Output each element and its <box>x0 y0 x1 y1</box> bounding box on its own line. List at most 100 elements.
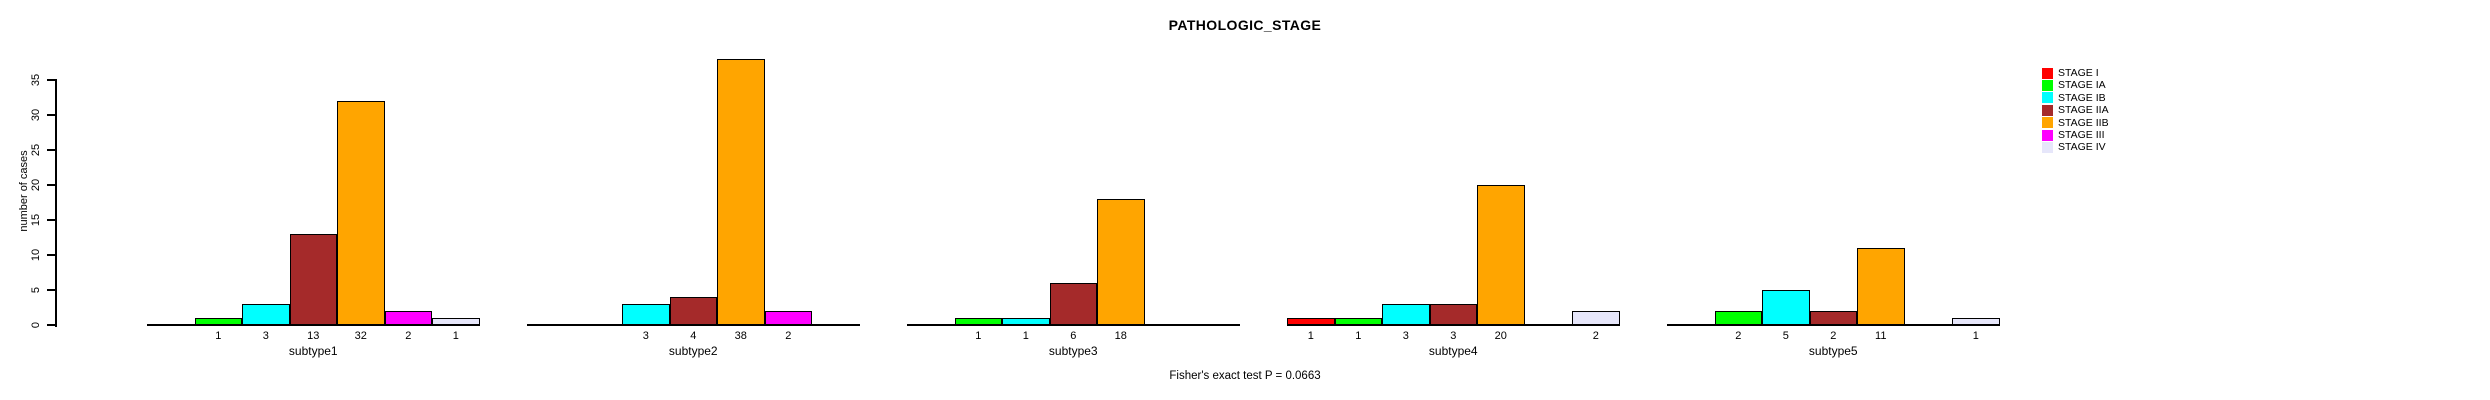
bar-stage-ib-subtype5 <box>1762 290 1810 325</box>
y-tick-label: 0 <box>30 321 42 329</box>
legend-label: STAGE IIA <box>2058 104 2109 117</box>
bar-value-label: 1 <box>1022 330 1029 342</box>
bar-stage-iv-subtype1 <box>432 318 480 325</box>
bar-group-subtype2: 3 4 38 2 subtype2 <box>527 0 860 400</box>
y-tick-label: 35 <box>30 73 42 87</box>
bar-value-label: 18 <box>1114 330 1127 342</box>
bar-value-label: 1 <box>1972 330 1979 342</box>
y-tick <box>47 79 55 81</box>
bar-value-label: 3 <box>262 330 269 342</box>
x-baseline <box>1287 324 1620 326</box>
bar-group-subtype3: 1 1 6 18 subtype3 <box>907 0 1240 400</box>
bar-stage-iia-subtype1 <box>289 234 337 325</box>
category-label-subtype4: subtype4 <box>1428 344 1478 358</box>
bar-value-label: 20 <box>1494 330 1507 342</box>
bar-group-subtype4: 1 1 3 3 20 2 subtype4 <box>1287 0 1620 400</box>
category-label-subtype1: subtype1 <box>288 344 338 358</box>
category-label-subtype5: subtype5 <box>1808 344 1858 358</box>
legend-label: STAGE IA <box>2058 79 2106 92</box>
bar-stage-iii-subtype1 <box>384 311 432 325</box>
bar-value-label: 32 <box>354 330 367 342</box>
y-tick <box>47 149 55 151</box>
bar-stage-iia-subtype2 <box>669 297 717 325</box>
x-baseline <box>147 324 480 326</box>
bar-stage-iib-subtype4 <box>1477 185 1525 325</box>
bar-value-label: 3 <box>1402 330 1409 342</box>
bar-value-label: 5 <box>1782 330 1789 342</box>
legend-entry-stage-ia: STAGE IA <box>2042 79 2109 91</box>
legend-entry-stage-iia: STAGE IIA <box>2042 104 2109 116</box>
bar-group-subtype5: 2 5 2 11 1 subtype5 <box>1667 0 2000 400</box>
bar-stage-iib-subtype5 <box>1857 248 1905 325</box>
bar-group-subtype1: 1 3 13 32 2 1 subtype1 <box>147 0 480 400</box>
bar-stage-iib-subtype2 <box>717 59 765 325</box>
legend-label: STAGE IIB <box>2058 116 2109 129</box>
legend-entry-stage-iv: STAGE IV <box>2042 141 2109 153</box>
y-tick <box>47 184 55 186</box>
bar-value-label: 1 <box>1355 330 1362 342</box>
bar-value-label: 3 <box>642 330 649 342</box>
legend-swatch-icon <box>2042 67 2053 79</box>
legend-label: STAGE IB <box>2058 91 2106 104</box>
legend-swatch-icon <box>2042 117 2053 129</box>
bar-value-label: 11 <box>1875 330 1887 342</box>
bar-value-label: 4 <box>690 330 697 342</box>
bar-value-label: 2 <box>785 330 792 342</box>
y-tick-label: 10 <box>30 248 42 262</box>
bar-stage-iii-subtype2 <box>764 311 812 325</box>
bar-stage-iv-subtype5 <box>1952 318 2000 325</box>
x-baseline <box>907 324 1240 326</box>
bar-value-label: 2 <box>1735 330 1742 342</box>
bar-value-label: 1 <box>1307 330 1314 342</box>
bar-value-label: 38 <box>734 330 747 342</box>
y-tick-label: 5 <box>30 286 42 294</box>
legend-entry-stage-iib: STAGE IIB <box>2042 117 2109 129</box>
y-tick <box>47 324 55 326</box>
bar-stage-iia-subtype3 <box>1049 283 1097 325</box>
bar-stage-iib-subtype3 <box>1097 199 1145 325</box>
y-axis-title: number of cases <box>18 150 30 232</box>
legend-swatch-icon <box>2042 80 2053 92</box>
bar-value-label: 3 <box>1450 330 1457 342</box>
y-tick <box>47 254 55 256</box>
bar-value-label: 2 <box>405 330 412 342</box>
bar-stage-iv-subtype4 <box>1572 311 1620 325</box>
bar-stage-iib-subtype1 <box>337 101 385 325</box>
legend-swatch-icon <box>2042 104 2053 116</box>
y-tick-label: 25 <box>30 143 42 157</box>
x-baseline <box>527 324 860 326</box>
bar-value-label: 6 <box>1070 330 1077 342</box>
x-baseline <box>1667 324 2000 326</box>
bar-stage-ia-subtype3 <box>954 318 1002 325</box>
legend: STAGE I STAGE IA STAGE IB STAGE IIA STAGE II… <box>2042 67 2109 154</box>
bar-stage-ib-subtype3 <box>1002 318 1050 325</box>
bar-stage-ia-subtype1 <box>194 318 242 325</box>
bar-stage-iia-subtype5 <box>1809 311 1857 325</box>
bar-stage-iia-subtype4 <box>1429 304 1477 325</box>
y-tick-label: 30 <box>30 108 42 122</box>
legend-label: STAGE I <box>2058 67 2099 79</box>
bar-value-label: 1 <box>975 330 982 342</box>
bar-value-label: 1 <box>452 330 459 342</box>
legend-entry-stage-i: STAGE I <box>2042 67 2109 79</box>
legend-label: STAGE III <box>2058 128 2105 141</box>
bar-value-label: 2 <box>1830 330 1837 342</box>
y-tick-label: 20 <box>30 178 42 192</box>
bar-stage-i-subtype4 <box>1287 318 1335 325</box>
legend-label: STAGE IV <box>2058 141 2106 154</box>
legend-entry-stage-ib: STAGE IB <box>2042 92 2109 104</box>
bar-value-label: 2 <box>1592 330 1599 342</box>
y-tick <box>47 289 55 291</box>
y-axis-line <box>55 79 57 327</box>
bar-stage-ib-subtype4 <box>1382 304 1430 325</box>
legend-swatch-icon <box>2042 92 2053 104</box>
chart-title: PATHOLOGIC_STAGE <box>1168 17 1322 33</box>
bar-stage-ia-subtype5 <box>1714 311 1762 325</box>
bar-stage-ib-subtype1 <box>242 304 290 325</box>
legend-swatch-icon <box>2042 129 2053 141</box>
bar-value-label: 13 <box>307 330 320 342</box>
bar-stage-ia-subtype4 <box>1334 318 1382 325</box>
legend-entry-stage-iii: STAGE III <box>2042 129 2109 141</box>
legend-swatch-icon <box>2042 142 2053 154</box>
